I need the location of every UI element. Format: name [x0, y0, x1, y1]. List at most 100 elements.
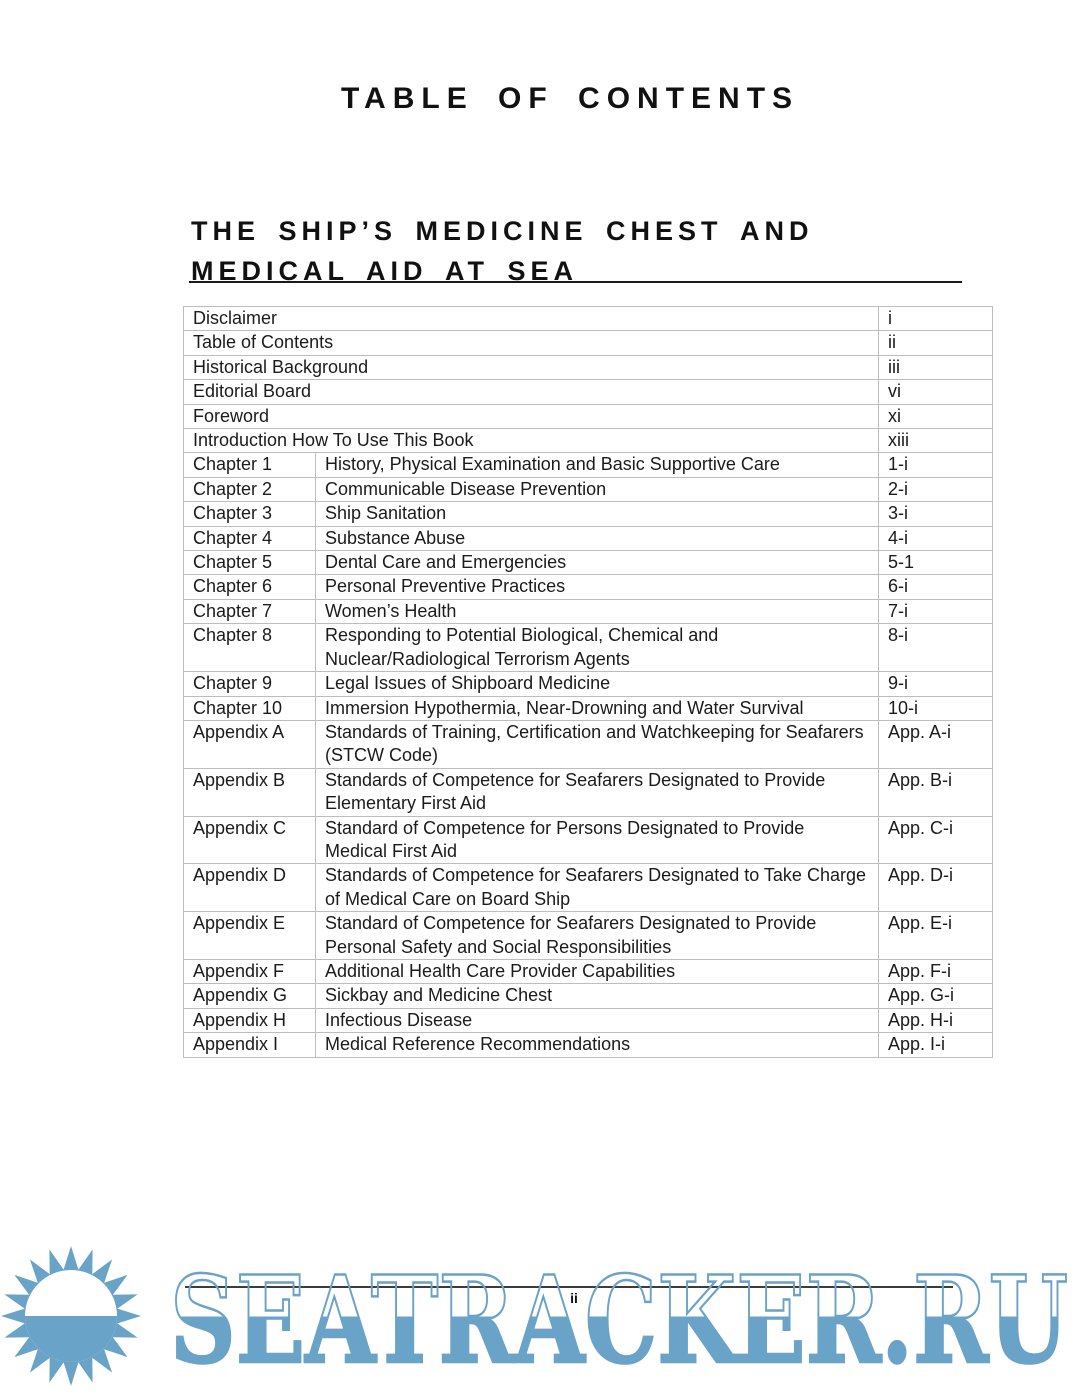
toc-row: Chapter 5 Dental Care and Emergencies 5-1 — [183, 550, 993, 576]
toc-row: Foreword xi — [183, 403, 993, 430]
watermark-text: SEATRACKER.RU — [170, 1263, 1069, 1383]
toc-label-cell: Chapter 3 — [183, 501, 316, 527]
footer-rule — [185, 1286, 953, 1288]
toc-row: Chapter 9 Legal Issues of Shipboard Medic… — [183, 671, 993, 697]
toc-label-cell: Chapter 10 — [183, 695, 316, 721]
toc-row: Chapter 8 Responding to Potential Biologi… — [183, 623, 993, 673]
toc-row: Appendix B Standards of Competence for Se… — [183, 767, 993, 817]
toc-label-cell: Chapter 2 — [183, 476, 316, 503]
toc-row: Chapter 4 Substance Abuse 4-i — [183, 525, 993, 552]
toc-title-cell: Responding to Potential Biological, Chem… — [315, 623, 879, 673]
toc-page-cell: 4-i — [878, 525, 993, 552]
toc-page-cell: App. A-i — [878, 719, 993, 769]
toc-table-container: Disclaimer i Table of Contents ii Historical… — [183, 305, 993, 1058]
toc-page-cell: 10-i — [878, 695, 993, 721]
toc-label-cell: Chapter 7 — [183, 598, 316, 625]
toc-label-cell: Appendix C — [183, 815, 316, 865]
toc-title-cell: Dental Care and Emergencies — [315, 550, 879, 576]
toc-row: Appendix D Standards of Competence for Se… — [183, 863, 993, 913]
toc-row: Chapter 2 Communicable Disease Prevention… — [183, 476, 993, 503]
toc-row: Chapter 10 Immersion Hypothermia, Near-Dr… — [183, 695, 993, 721]
sun-icon — [1, 1246, 141, 1386]
toc-title-cell: Personal Preventive Practices — [315, 574, 879, 600]
toc-row: Chapter 6 Personal Preventive Practices 6-… — [183, 574, 993, 600]
toc-page-cell: App. F-i — [878, 958, 993, 985]
toc-label-cell: Appendix A — [183, 719, 316, 769]
watermark-text-label: SEATRACKER.RU — [170, 1263, 1068, 1383]
sun-disk-lower — [25, 1316, 117, 1362]
toc-page-cell: App. B-i — [878, 767, 993, 817]
toc-page-cell: App. I-i — [878, 1032, 993, 1058]
toc-title-cell: History, Physical Examination and Basic … — [315, 452, 879, 478]
book-title-underline — [189, 281, 962, 283]
toc-label-cell: Appendix H — [183, 1007, 316, 1034]
toc-page-cell: 1-i — [878, 452, 993, 478]
toc-row: Editorial Board vi — [183, 379, 993, 405]
toc-page-cell: App. D-i — [878, 863, 993, 913]
toc-row: Table of Contents ii — [183, 330, 993, 356]
toc-row: Appendix F Additional Health Care Provide… — [183, 958, 993, 985]
toc-page-cell: App. E-i — [878, 911, 993, 960]
toc-page-cell: xiii — [878, 428, 993, 454]
toc-row: Introduction How To Use This Book xiii — [183, 428, 993, 454]
toc-title-cell: Disclaimer — [183, 305, 879, 332]
toc-title-cell: Foreword — [183, 403, 879, 430]
book-title-line1: THE SHIP’S MEDICINE CHEST AND — [191, 216, 814, 246]
toc-title-cell: Women’s Health — [315, 598, 879, 625]
toc-page-cell: 5-1 — [878, 550, 993, 576]
toc-title-cell: Standards of Competence for Seafarers De… — [315, 767, 879, 817]
toc-row: Appendix E Standard of Competence for Sea… — [183, 911, 993, 960]
toc-page-cell: 3-i — [878, 501, 993, 527]
toc-label-cell: Chapter 8 — [183, 623, 316, 673]
toc-row: Historical Background iii — [183, 354, 993, 381]
toc-label-cell: Chapter 6 — [183, 574, 316, 600]
toc-title-cell: Historical Background — [183, 354, 879, 381]
toc-label-cell: Chapter 5 — [183, 550, 316, 576]
toc-row: Appendix C Standard of Competence for Per… — [183, 815, 993, 865]
page-title: TABLE OF CONTENTS — [340, 82, 800, 115]
toc-row: Appendix A Standards of Training, Certifi… — [183, 719, 993, 769]
toc-title-cell: Standard of Competence for Persons Desig… — [315, 815, 879, 865]
toc-page-cell: 9-i — [878, 671, 993, 697]
toc-label-cell: Chapter 4 — [183, 525, 316, 552]
toc-title-cell: Immersion Hypothermia, Near-Drowning and… — [315, 695, 879, 721]
toc-label-cell: Appendix D — [183, 863, 316, 913]
toc-label-cell: Appendix G — [183, 983, 316, 1009]
toc-page-cell: iii — [878, 354, 993, 381]
toc-page-cell: i — [878, 305, 993, 332]
toc-label-cell: Appendix F — [183, 958, 316, 985]
toc-title-cell: Infectious Disease — [315, 1007, 879, 1034]
toc-label-cell: Appendix I — [183, 1032, 316, 1058]
toc-page-cell: xi — [878, 403, 993, 430]
toc-label-cell: Appendix E — [183, 911, 316, 960]
toc-label-cell: Appendix B — [183, 767, 316, 817]
toc-page-cell: ii — [878, 330, 993, 356]
toc-page-cell: 7-i — [878, 598, 993, 625]
toc-title-cell: Standards of Competence for Seafarers De… — [315, 863, 879, 913]
toc-title-cell: Medical Reference Recommendations — [315, 1032, 879, 1058]
toc-row: Chapter 3 Ship Sanitation 3-i — [183, 501, 993, 527]
toc-page-cell: App. G-i — [878, 983, 993, 1009]
toc-title-cell: Communicable Disease Prevention — [315, 476, 879, 503]
toc-row: Chapter 7 Women’s Health 7-i — [183, 598, 993, 625]
toc-table: Disclaimer i Table of Contents ii Historical… — [183, 305, 993, 1058]
toc-page-cell: 8-i — [878, 623, 993, 673]
toc-label-cell: Chapter 9 — [183, 671, 316, 697]
toc-title-cell: Substance Abuse — [315, 525, 879, 552]
toc-row: Appendix H Infectious Disease App. H-i — [183, 1007, 993, 1034]
toc-title-cell: Legal Issues of Shipboard Medicine — [315, 671, 879, 697]
toc-title-cell: Standard of Competence for Seafarers Des… — [315, 911, 879, 960]
toc-page-cell: vi — [878, 379, 993, 405]
toc-label-cell: Chapter 1 — [183, 452, 316, 478]
toc-title-cell: Editorial Board — [183, 379, 879, 405]
toc-title-cell: Sickbay and Medicine Chest — [315, 983, 879, 1009]
toc-row: Appendix I Medical Reference Recommendati… — [183, 1032, 993, 1058]
toc-title-cell: Table of Contents — [183, 330, 879, 356]
page-number: ii — [570, 1290, 578, 1306]
toc-row: Disclaimer i — [183, 305, 993, 332]
toc-page-cell: App. C-i — [878, 815, 993, 865]
toc-title-cell: Introduction How To Use This Book — [183, 428, 879, 454]
toc-row: Chapter 1 History, Physical Examination a… — [183, 452, 993, 478]
toc-page-cell: 2-i — [878, 476, 993, 503]
